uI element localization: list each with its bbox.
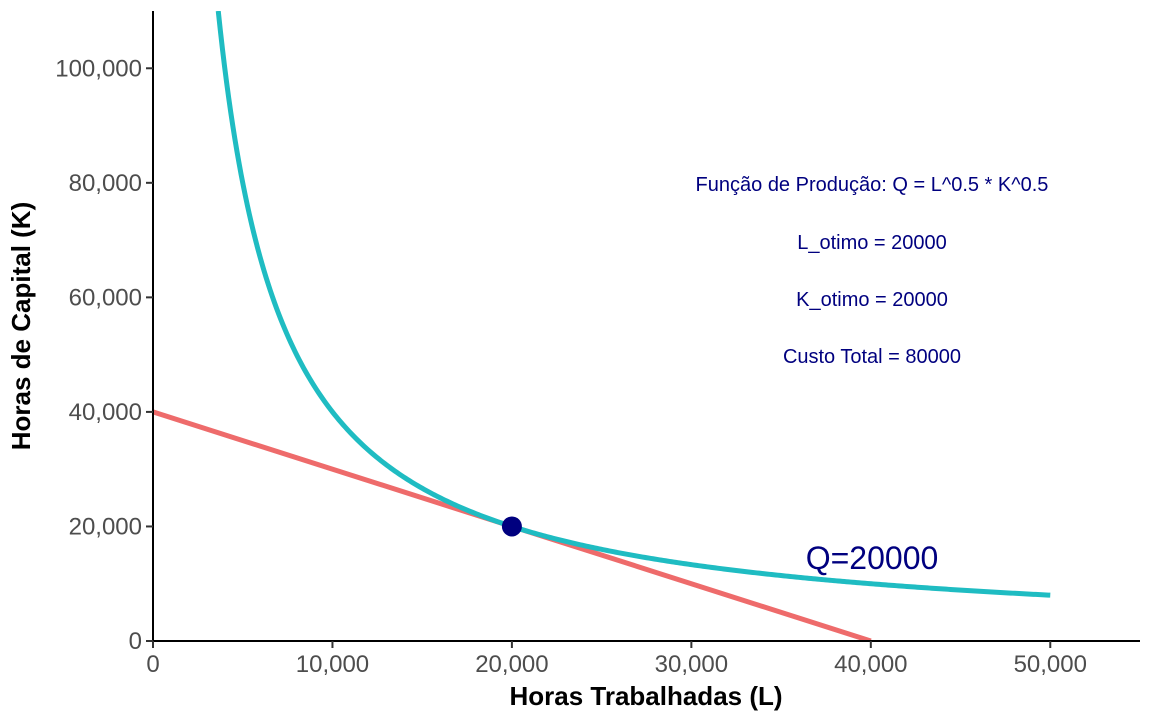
isoquant-curve — [215, 11, 1051, 598]
production-function-annotation: Função de Produção: Q = L^0.5 * K^0.5 — [696, 174, 1049, 196]
y-tick-label: 0 — [129, 628, 142, 655]
axes-layer — [152, 11, 1140, 642]
text-layer: Horas Trabalhadas (L) Horas de Capital (… — [6, 174, 1048, 711]
y-tick-label: 80,000 — [69, 170, 142, 197]
l-optimal-annotation: L_otimo = 20000 — [797, 232, 947, 254]
y-axis-title: Horas de Capital (K) — [6, 202, 36, 451]
marks-layer — [153, 11, 1051, 641]
y-tick-label: 20,000 — [69, 513, 142, 540]
optimal-point — [501, 516, 522, 537]
total-cost-annotation: Custo Total = 80000 — [783, 346, 961, 368]
x-tick-label: 0 — [146, 651, 159, 678]
k-optimal-annotation: K_otimo = 20000 — [796, 289, 948, 311]
ticks-layer: 0 10,000 20,000 30,000 40,000 50,000 0 20,000 40… — [55, 55, 1087, 678]
x-tick-label: 30,000 — [655, 651, 728, 678]
x-tick-label: 40,000 — [834, 651, 907, 678]
x-tick-label: 50,000 — [1014, 651, 1087, 678]
y-tick-label: 100,000 — [55, 55, 142, 82]
x-axis-title: Horas Trabalhadas (L) — [509, 681, 782, 711]
y-tick-label: 40,000 — [69, 399, 142, 426]
x-tick-label: 20,000 — [475, 651, 548, 678]
y-tick-label: 60,000 — [69, 284, 142, 311]
x-tick-label: 10,000 — [296, 651, 369, 678]
isoquant-label: Q=20000 — [806, 540, 939, 576]
